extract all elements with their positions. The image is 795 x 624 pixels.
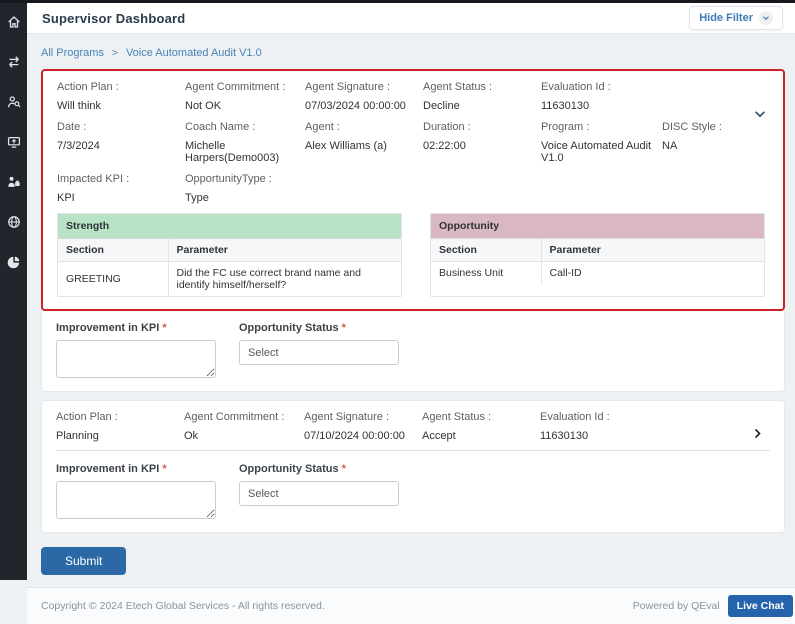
field-label: Action Plan : <box>56 411 118 423</box>
improvement-kpi-label: Improvement in KPI * <box>56 463 167 475</box>
field-value: Type <box>185 192 209 204</box>
evaluation-1-form: Improvement in KPI * Opportunity Status … <box>42 310 784 391</box>
required-marker: * <box>341 322 346 334</box>
main-content: Supervisor Dashboard Hide Filter All Pro… <box>27 0 795 624</box>
parameter-cell: Did the FC use correct brand name and id… <box>168 261 401 296</box>
breadcrumb-separator: > <box>112 48 118 59</box>
globe-icon[interactable] <box>6 214 22 230</box>
detail-row-2: Date : 7/3/2024 Coach Name : Michelle Harp… <box>57 121 769 164</box>
required-marker: * <box>162 463 167 475</box>
screen-share-icon[interactable] <box>6 134 22 150</box>
field-label: Date : <box>57 121 87 133</box>
breadcrumb-all-programs[interactable]: All Programs <box>41 47 104 59</box>
field-value: Decline <box>423 100 460 112</box>
chevron-down-icon <box>759 11 773 25</box>
field-value: Not OK <box>185 100 222 112</box>
field-value: Will think <box>57 100 102 112</box>
expand-toggle-icon[interactable] <box>749 425 766 445</box>
field-value: Alex Williams (a) <box>305 140 387 152</box>
improvement-kpi-textarea[interactable] <box>56 481 216 519</box>
breadcrumb: All Programs > Voice Automated Audit V1.… <box>27 34 795 69</box>
field-value: Planning <box>56 430 99 442</box>
evaluation-1-details-panel: Action Plan : Will think Agent Commitment… <box>41 69 785 311</box>
transfer-icon[interactable] <box>6 54 22 70</box>
opportunity-status-label: Opportunity Status * <box>239 322 346 334</box>
team-icon[interactable] <box>6 174 22 190</box>
field-value: Accept <box>422 430 456 442</box>
field-label: Agent Signature : <box>305 81 391 93</box>
footer: Copyright © 2024 Etech Global Services -… <box>27 587 795 624</box>
improvement-kpi-label: Improvement in KPI * <box>56 322 167 334</box>
field-label: Duration : <box>423 121 471 133</box>
live-chat-button[interactable]: Live Chat <box>727 595 793 617</box>
field-label: Agent Commitment : <box>184 411 285 423</box>
field-label: Program : <box>541 121 590 133</box>
required-marker: * <box>162 322 167 334</box>
divider <box>56 450 770 451</box>
field-value: 7/3/2024 <box>57 140 100 152</box>
field-value: 07/10/2024 00:00:00 <box>304 430 405 442</box>
opportunity-status-label: Opportunity Status * <box>239 463 346 475</box>
field-value: KPI <box>57 192 75 204</box>
field-value: Michelle Harpers(Demo003) <box>185 140 280 164</box>
submit-button[interactable]: Submit <box>41 547 127 575</box>
table-row: GREETING Did the FC use correct brand na… <box>58 261 401 296</box>
opportunity-table-title: Opportunity <box>431 214 764 239</box>
field-value: 11630130 <box>540 430 589 442</box>
top-strip <box>0 0 795 3</box>
field-label: DISC Style : <box>662 121 722 133</box>
section-cell: Business Unit <box>431 261 542 284</box>
hide-filter-label: Hide Filter <box>699 12 753 24</box>
strength-table-title: Strength <box>58 214 401 239</box>
detail-row-1: Action Plan : Planning Agent Commitment :… <box>42 411 784 442</box>
improvement-kpi-textarea[interactable] <box>56 340 216 378</box>
field-label: OpportunityType : <box>185 173 272 185</box>
detail-row-1: Action Plan : Will think Agent Commitment… <box>57 81 769 112</box>
page-title: Supervisor Dashboard <box>42 10 186 26</box>
top-bar: Supervisor Dashboard Hide Filter <box>27 0 795 34</box>
pie-chart-icon[interactable] <box>6 254 22 270</box>
hide-filter-button[interactable]: Hide Filter <box>689 6 783 30</box>
column-header: Section <box>431 239 542 262</box>
evaluation-card-1: Action Plan : Will think Agent Commitment… <box>41 69 785 392</box>
field-label: Agent Commitment : <box>185 81 286 93</box>
field-label: Evaluation Id : <box>541 81 611 93</box>
collapse-toggle-icon[interactable] <box>751 105 769 126</box>
field-value: 07/03/2024 00:00:00 <box>305 100 406 112</box>
strength-opportunity-tables: Strength Section Parameter GREETING Did … <box>57 213 769 297</box>
field-label: Coach Name : <box>185 121 256 133</box>
field-label: Action Plan : <box>57 81 119 93</box>
column-header: Section <box>58 239 169 262</box>
copyright-text: Copyright © 2024 Etech Global Services -… <box>41 600 325 612</box>
field-value: Ok <box>184 430 199 442</box>
field-label: Agent Status : <box>422 411 492 423</box>
section-cell: GREETING <box>58 261 169 296</box>
required-marker: * <box>341 463 346 475</box>
field-label: Impacted KPI : <box>57 173 130 185</box>
field-value: NA <box>662 140 678 152</box>
opportunity-status-select[interactable]: Select <box>239 340 399 365</box>
detail-row-3: Impacted KPI : KPI OpportunityType : Type <box>57 173 769 204</box>
strength-table: Strength Section Parameter GREETING Did … <box>57 213 402 297</box>
field-label: Agent Status : <box>423 81 493 93</box>
evaluation-card-2: Action Plan : Planning Agent Commitment :… <box>41 400 785 533</box>
field-value: Voice Automated Audit V1.0 <box>541 140 652 164</box>
table-row: Business Unit Call-ID <box>431 261 764 284</box>
field-value: 02:22:00 <box>423 140 466 152</box>
sidebar <box>0 0 27 580</box>
evaluation-2-form: Improvement in KPI * Opportunity Status … <box>42 451 784 532</box>
opportunity-status-select[interactable]: Select <box>239 481 399 506</box>
field-value: 11630130 <box>541 100 590 112</box>
breadcrumb-program[interactable]: Voice Automated Audit V1.0 <box>125 47 262 59</box>
field-label: Agent Signature : <box>304 411 390 423</box>
parameter-cell: Call-ID <box>541 261 764 284</box>
field-label: Agent : <box>305 121 340 133</box>
home-icon[interactable] <box>6 14 22 30</box>
powered-by-text: Powered by QEval <box>632 600 720 612</box>
column-header: Parameter <box>541 239 764 262</box>
column-header: Parameter <box>168 239 401 262</box>
opportunity-table: Opportunity Section Parameter Business U… <box>430 213 765 297</box>
field-label: Evaluation Id : <box>540 411 610 423</box>
user-search-icon[interactable] <box>6 94 22 110</box>
